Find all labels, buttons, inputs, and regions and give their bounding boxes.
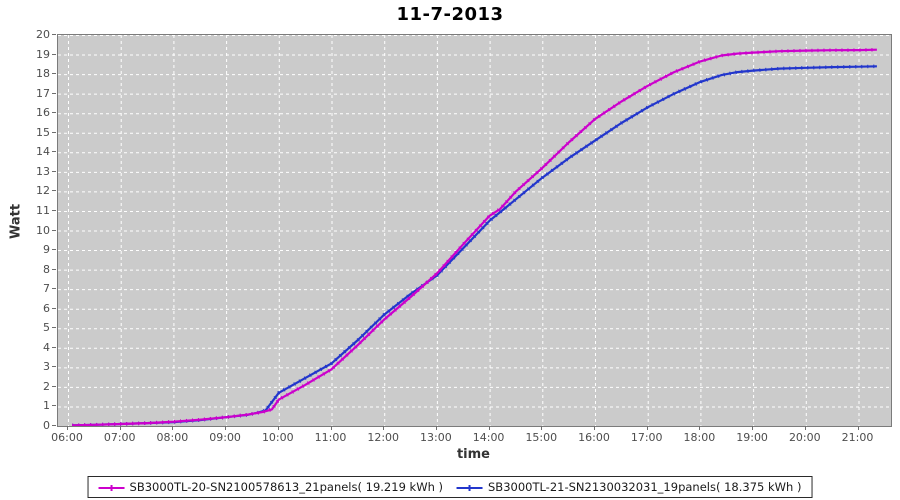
x-tick-mark (225, 426, 227, 430)
legend-label-series1: SB3000TL-20-SN2100578613_21panels( 19.21… (129, 480, 443, 494)
y-tick-label: 18 (36, 67, 50, 81)
y-tick-label: 3 (43, 360, 50, 374)
series1-line-swatch-icon (98, 483, 125, 492)
x-tick-label: 12:00 (367, 431, 400, 444)
y-tick-label: 15 (36, 125, 50, 139)
x-tick-label: 15:00 (525, 431, 558, 444)
y-tick-mark (52, 53, 56, 55)
legend-item-series1: SB3000TL-20-SN2100578613_21panels( 19.21… (98, 480, 443, 494)
x-tick-mark (383, 426, 385, 430)
y-tick-mark (52, 425, 56, 426)
x-tick-mark (119, 426, 121, 430)
chart-title: 11-7-2013 (396, 4, 504, 25)
x-tick-label: 14:00 (472, 431, 505, 444)
series2-line-swatch-icon (457, 483, 483, 492)
x-tick-label: 21:00 (841, 431, 874, 444)
x-tick-label: 07:00 (103, 431, 136, 444)
x-tick-label: 10:00 (261, 431, 294, 444)
x-tick-mark (488, 426, 490, 430)
y-tick-label: 0 (43, 419, 50, 432)
x-tick-label: 20:00 (788, 431, 821, 444)
series-line (72, 48, 877, 426)
y-tick-mark (52, 405, 56, 407)
plot-canvas (58, 35, 891, 426)
y-tick-mark (52, 170, 56, 172)
x-tick-mark (541, 426, 543, 430)
x-tick-mark (330, 426, 332, 430)
x-tick-label: 08:00 (156, 431, 189, 444)
y-tick-mark (52, 307, 56, 309)
y-tick-mark (52, 112, 56, 114)
y-tick-label: 9 (43, 243, 50, 257)
y-tick-label: 4 (43, 340, 50, 354)
y-tick-label: 11 (36, 203, 50, 217)
y-tick-mark (52, 249, 56, 251)
y-tick-label: 10 (36, 223, 50, 237)
y-tick-mark (52, 209, 56, 211)
x-tick-label: 19:00 (736, 431, 768, 444)
x-tick-label: 16:00 (578, 431, 610, 444)
y-tick-label: 12 (36, 184, 50, 198)
y-tick-label: 1 (43, 399, 50, 413)
x-tick-mark (646, 426, 648, 430)
x-tick-mark (277, 426, 279, 430)
y-tick-mark (52, 73, 56, 75)
y-tick-label: 2 (43, 379, 50, 393)
y-tick-label: 6 (43, 301, 50, 315)
y-tick-mark (52, 385, 56, 387)
y-tick-mark (52, 288, 56, 290)
x-tick-mark (699, 426, 701, 430)
y-tick-mark (52, 268, 56, 270)
x-tick-label: 11:00 (314, 431, 347, 444)
x-axis-title: time (456, 447, 491, 462)
y-tick-mark (52, 34, 56, 35)
y-tick-mark (52, 229, 56, 231)
legend-item-series2: SB3000TL-21-SN2130032031_19panels( 18.37… (457, 480, 801, 494)
x-tick-mark (172, 426, 174, 430)
y-axis-title: Watt (8, 203, 24, 240)
legend-box: SB3000TL-20-SN2100578613_21panels( 19.21… (87, 476, 813, 498)
x-tick-label: 09:00 (209, 431, 241, 444)
y-tick-label: 7 (43, 282, 50, 296)
y-tick-label: 19 (36, 47, 50, 61)
y-tick-label: 20 (36, 28, 50, 41)
y-tick-mark (52, 92, 56, 94)
y-tick-mark (52, 190, 56, 192)
x-tick-label: 13:00 (420, 431, 452, 444)
series-markers (72, 64, 877, 426)
x-tick-mark (594, 426, 595, 430)
y-tick-mark (52, 327, 56, 329)
y-tick-mark (52, 151, 56, 153)
y-tick-label: 14 (36, 145, 50, 159)
y-tick-label: 17 (36, 86, 50, 100)
y-tick-label: 8 (43, 262, 50, 276)
x-tick-mark (752, 426, 754, 430)
x-tick-label: 06:00 (51, 431, 83, 444)
x-tick-mark (804, 426, 806, 430)
x-tick-mark (435, 426, 437, 430)
x-tick-label: 18:00 (683, 431, 716, 444)
y-tick-label: 13 (36, 164, 50, 178)
y-tick-mark (52, 346, 56, 348)
x-tick-label: 17:00 (630, 431, 663, 444)
x-tick-mark (857, 426, 859, 430)
y-tick-mark (52, 131, 56, 133)
y-tick-label: 5 (43, 321, 50, 335)
series-line (72, 65, 877, 426)
plot-area (57, 34, 892, 427)
y-tick-mark (52, 366, 56, 368)
legend-label-series2: SB3000TL-21-SN2130032031_19panels( 18.37… (488, 480, 802, 494)
x-tick-mark (67, 426, 68, 430)
y-tick-label: 16 (36, 106, 50, 120)
